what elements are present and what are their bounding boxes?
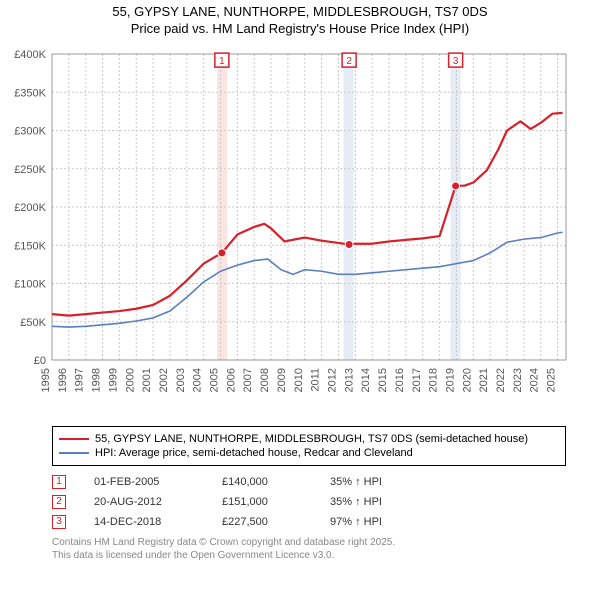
x-tick-label: 2011 [310, 368, 322, 392]
x-tick-label: 2019 [444, 368, 456, 392]
x-tick-label: 2023 [512, 368, 524, 392]
sale-row: 3 14-DEC-2018 £227,500 97% ↑ HPI [52, 512, 566, 532]
chart-area: £0 £50K £100K £150K £200K £250K £300K £350K £400… [0, 40, 600, 420]
x-tick-label: 1997 [74, 368, 86, 392]
x-tick-label: 1996 [57, 368, 69, 392]
x-tick-label: 2024 [529, 368, 541, 392]
sale-hpi: 35% ↑ HPI [330, 476, 430, 488]
x-tick-label: 2001 [141, 368, 153, 392]
sale-price: £151,000 [222, 496, 302, 508]
footer-attribution: Contains HM Land Registry data © Crown c… [52, 536, 566, 562]
x-tick-label: 2000 [124, 368, 136, 392]
y-tick-label: £400K [14, 49, 46, 61]
sale-row-marker: 3 [52, 515, 66, 529]
footer-line-2: This data is licensed under the Open Gov… [52, 549, 566, 562]
sale-date: 14-DEC-2018 [94, 516, 194, 528]
x-tick-label: 2025 [546, 368, 558, 392]
sale-row-marker: 1 [52, 475, 66, 489]
x-tick-label: 2021 [478, 368, 490, 392]
chart-title: 55, GYPSY LANE, NUNTHORPE, MIDDLESBROUGH… [0, 0, 600, 40]
series-hpi [52, 232, 563, 327]
y-tick-label: £250K [14, 164, 46, 176]
x-tick-label: 2015 [377, 368, 389, 392]
x-tick-label: 2006 [225, 368, 237, 392]
x-tick-label: 2010 [293, 368, 305, 392]
sale-hpi: 97% ↑ HPI [330, 516, 430, 528]
sale-dot [345, 240, 353, 248]
sale-price: £227,500 [222, 516, 302, 528]
x-tick-label: 2020 [461, 368, 473, 392]
x-tick-label: 2016 [394, 368, 406, 392]
x-tick-label: 2008 [259, 368, 271, 392]
y-tick-label: £0 [34, 355, 46, 367]
sale-dot [452, 182, 460, 190]
x-tick-label: 2002 [158, 368, 170, 392]
x-tick-label: 2013 [343, 368, 355, 392]
sale-price: £140,000 [222, 476, 302, 488]
sale-date: 01-FEB-2005 [94, 476, 194, 488]
legend-label: 55, GYPSY LANE, NUNTHORPE, MIDDLESBROUGH… [95, 433, 528, 445]
series-property [52, 113, 563, 316]
sale-row-marker: 2 [52, 495, 66, 509]
x-tick-label: 2007 [242, 368, 254, 392]
y-tick-label: £100K [14, 278, 46, 290]
page: 55, GYPSY LANE, NUNTHORPE, MIDDLESBROUGH… [0, 0, 600, 562]
legend-item: 55, GYPSY LANE, NUNTHORPE, MIDDLESBROUGH… [59, 433, 559, 445]
legend-swatch [59, 438, 89, 440]
legend-item: HPI: Average price, semi-detached house,… [59, 447, 559, 459]
title-line-2: Price paid vs. HM Land Registry's House … [0, 21, 600, 38]
footer-line-1: Contains HM Land Registry data © Crown c… [52, 536, 566, 549]
x-tick-label: 1998 [91, 368, 103, 392]
x-tick-label: 2009 [276, 368, 288, 392]
y-tick-label: £350K [14, 87, 46, 99]
x-tick-label: 2005 [209, 368, 221, 392]
x-tick-label: 2003 [175, 368, 187, 392]
legend-label: HPI: Average price, semi-detached house,… [95, 447, 413, 459]
sale-hpi: 35% ↑ HPI [330, 496, 430, 508]
x-tick-label: 2004 [192, 368, 204, 392]
sale-row: 1 01-FEB-2005 £140,000 35% ↑ HPI [52, 472, 566, 492]
x-tick-label: 2022 [495, 368, 507, 392]
x-tick-label: 1995 [40, 368, 52, 392]
sale-marker-number: 3 [453, 56, 459, 67]
sale-dot [218, 249, 226, 257]
y-tick-label: £50K [20, 317, 46, 329]
sale-row: 2 20-AUG-2012 £151,000 35% ↑ HPI [52, 492, 566, 512]
x-tick-label: 2012 [326, 368, 338, 392]
title-line-1: 55, GYPSY LANE, NUNTHORPE, MIDDLESBROUGH… [0, 4, 600, 21]
x-tick-label: 1999 [107, 368, 119, 392]
y-tick-label: £150K [14, 240, 46, 252]
legend-swatch [59, 452, 89, 454]
sale-date: 20-AUG-2012 [94, 496, 194, 508]
y-tick-label: £300K [14, 125, 46, 137]
sales-table: 1 01-FEB-2005 £140,000 35% ↑ HPI 2 20-AUG-201… [52, 472, 566, 532]
x-tick-label: 2017 [411, 368, 423, 392]
line-chart: £0 £50K £100K £150K £200K £250K £300K £350K £400… [0, 40, 600, 420]
y-tick-label: £200K [14, 202, 46, 214]
sale-marker-number: 2 [346, 56, 352, 67]
x-tick-label: 2014 [360, 368, 372, 392]
sale-marker-number: 1 [219, 56, 225, 67]
chart-legend: 55, GYPSY LANE, NUNTHORPE, MIDDLESBROUGH… [52, 426, 566, 466]
x-tick-label: 2018 [428, 368, 440, 392]
